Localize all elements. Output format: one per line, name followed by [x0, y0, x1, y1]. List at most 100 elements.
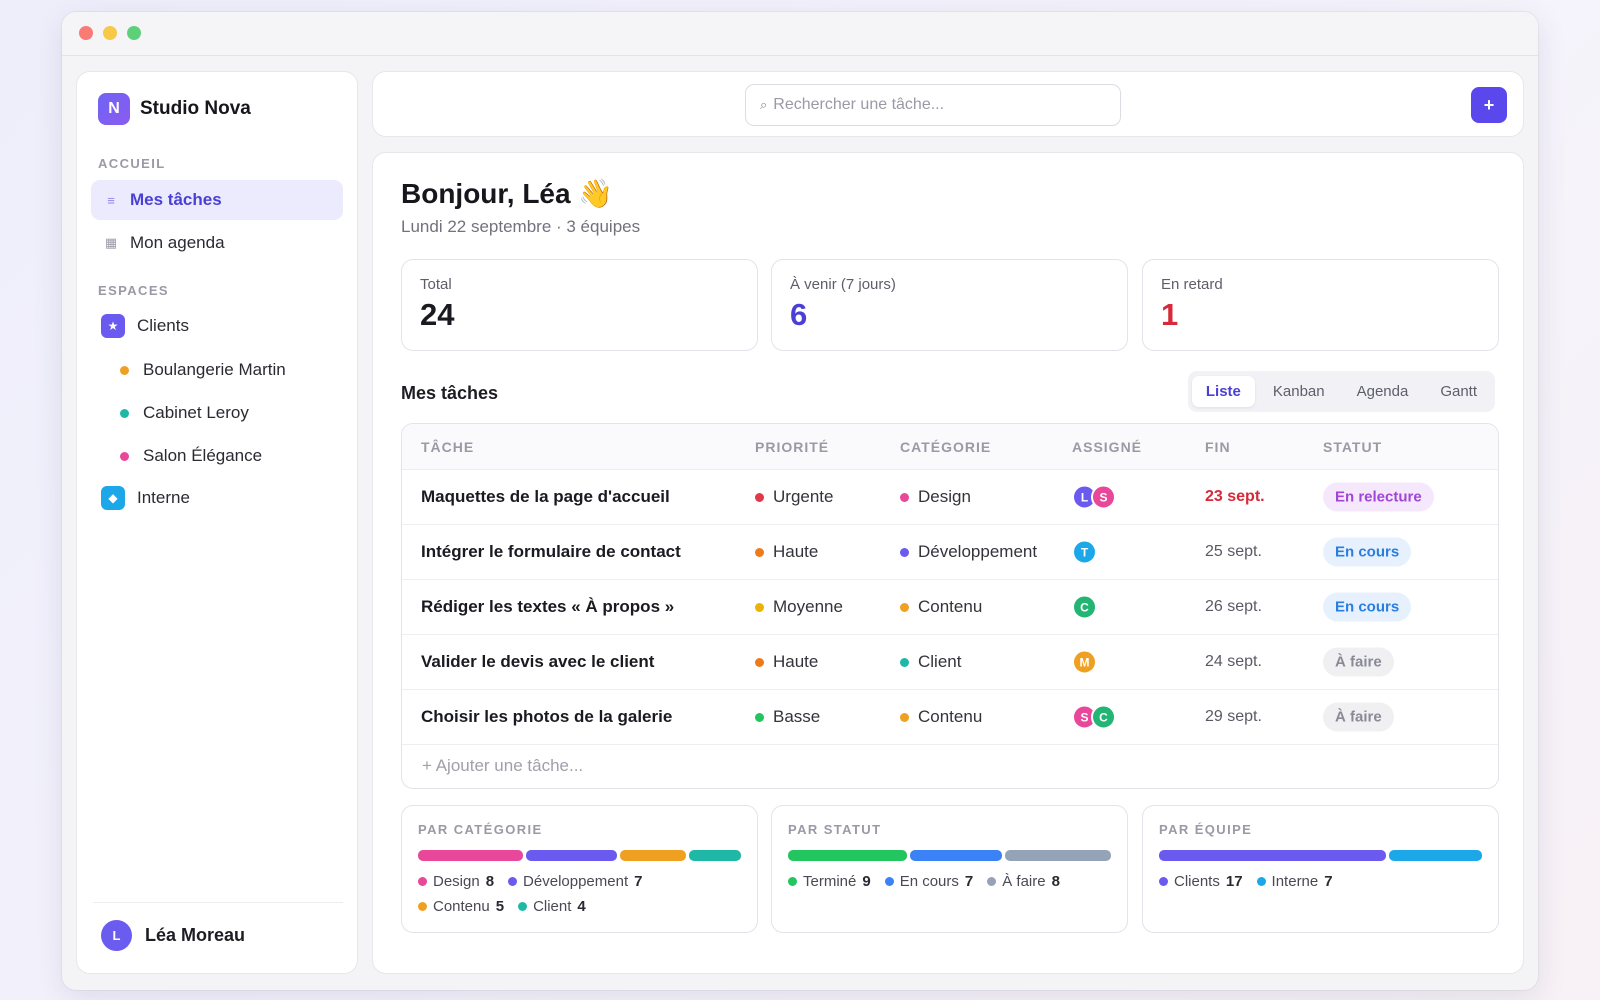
sidebar-item-label: Mes tâches [130, 190, 222, 209]
legend: Terminé 9 En cours 7 À faire 8 [788, 873, 1111, 890]
legend-dot [418, 877, 427, 886]
user-name: Léa Moreau [145, 925, 246, 945]
stat-card-total: Total 24 [401, 259, 758, 351]
sidebar-item-my-tasks[interactable]: ≡ Mes tâches [91, 180, 343, 220]
category-label: Contenu [918, 597, 983, 616]
status-cell: À faire [1323, 702, 1394, 732]
assignee-cell: C [1072, 594, 1097, 620]
priority-cell: Basse [755, 707, 820, 727]
avatar[interactable]: C [1072, 594, 1097, 620]
category-label: Développement [918, 542, 1038, 561]
due-date: 25 sept. [1205, 543, 1262, 560]
priority-label: Haute [773, 542, 819, 561]
sidebar-item-my-agenda[interactable]: ▦ Mon agenda [91, 223, 343, 263]
sidebar-item-clients[interactable]: ★ Clients [91, 306, 343, 346]
summary-title: PAR CATÉGORIE [418, 822, 543, 837]
status-cell: En cours [1323, 537, 1412, 567]
search-placeholder: Rechercher une tâche... [773, 96, 945, 113]
avatar[interactable]: S [1091, 484, 1116, 510]
status-badge[interactable]: À faire [1323, 647, 1394, 677]
close-window-button[interactable] [79, 26, 93, 40]
add-task-inline[interactable]: + Ajouter une tâche... [422, 756, 584, 775]
stat-value: 1 [1161, 297, 1179, 332]
legend-count: 8 [1051, 873, 1060, 890]
brand[interactable]: N Studio Nova [98, 93, 251, 125]
status-badge[interactable]: À faire [1323, 702, 1394, 732]
summary-title: PAR ÉQUIPE [1159, 822, 1253, 837]
status-badge[interactable]: En cours [1323, 537, 1412, 567]
column-header-category[interactable]: CATÉGORIE [900, 439, 992, 455]
sidebar: N Studio Nova ACCUEIL ≡ Mes tâches ▦ Mon… [76, 71, 358, 974]
task-title: Maquettes de la page d'accueil [421, 487, 670, 506]
priority-dot [755, 547, 764, 557]
task-title: Choisir les photos de la galerie [421, 707, 673, 726]
priority-dot [755, 712, 764, 722]
search-input[interactable]: ⌕ Rechercher une tâche... [745, 84, 1121, 126]
legend-label: Design [433, 873, 480, 890]
tab-gantt[interactable]: Gantt [1440, 383, 1477, 400]
due-date: 23 sept. [1205, 488, 1265, 505]
table-row[interactable]: Rédiger les textes « À propos » Moyenne Co… [402, 580, 1498, 635]
sidebar-item-cabinet-leroy[interactable]: Cabinet Leroy [91, 393, 343, 433]
tab-kanban[interactable]: Kanban [1272, 383, 1325, 400]
section-label-home: ACCUEIL [98, 156, 166, 171]
column-header-assignee[interactable]: ASSIGNÉ [1072, 439, 1143, 455]
table-row[interactable]: Intégrer le formulaire de contact Haute Dé… [402, 525, 1498, 580]
legend-item: Terminé 9 [788, 873, 871, 890]
category-cell: Développement [900, 542, 1037, 562]
legend-count: 7 [1324, 873, 1333, 890]
table-body: Maquettes de la page d'accueil Urgente Des… [402, 470, 1498, 745]
legend-count: 7 [634, 873, 643, 890]
stacked-bar [1159, 850, 1482, 861]
column-header-status[interactable]: STATUT [1323, 439, 1383, 455]
category-label: Contenu [918, 707, 983, 726]
legend-dot [1159, 877, 1168, 886]
tab-agenda[interactable]: Agenda [1356, 383, 1409, 400]
status-badge[interactable]: En relecture [1323, 482, 1434, 512]
sidebar-item-label: Clients [137, 316, 189, 335]
avatar[interactable]: M [1072, 649, 1097, 675]
legend-dot [1256, 877, 1266, 886]
legend-count: 4 [577, 898, 586, 915]
add-task-button[interactable]: + [1471, 87, 1507, 123]
priority-dot [755, 492, 764, 502]
sidebar-item-boulangerie-martin[interactable]: Boulangerie Martin [91, 350, 343, 390]
priority-label: Basse [773, 707, 821, 726]
legend-label: Développement [523, 873, 629, 890]
user-profile[interactable]: L Léa Moreau [93, 902, 343, 951]
legend-item: Interne 7 [1256, 873, 1333, 890]
diamond-icon: ◆ [101, 486, 125, 510]
sidebar-item-interne[interactable]: ◆ Interne [91, 478, 343, 518]
table-row[interactable]: Valider le devis avec le client Haute Clie… [402, 635, 1498, 690]
table-row[interactable]: Choisir les photos de la galerie Basse Con… [402, 690, 1498, 745]
space-color-dot [120, 365, 129, 375]
avatar[interactable]: S [1072, 704, 1097, 730]
due-date: 29 sept. [1205, 708, 1262, 725]
stat-card-late: En retard 1 [1142, 259, 1499, 351]
legend-label: Clients [1174, 873, 1220, 890]
status-badge[interactable]: En cours [1323, 592, 1412, 622]
assignee-cell: T [1072, 539, 1097, 565]
avatar[interactable]: T [1072, 539, 1097, 565]
summary-title: PAR STATUT [788, 822, 882, 837]
sidebar-item-salon-elegance[interactable]: Salon Élégance [91, 436, 343, 476]
column-header-priority[interactable]: PRIORITÉ [755, 439, 830, 455]
maximize-window-button[interactable] [127, 26, 141, 40]
tasks-heading: Mes tâches [401, 383, 499, 403]
legend-count: 17 [1225, 873, 1243, 890]
category-dot [900, 602, 909, 612]
table-row[interactable]: Maquettes de la page d'accueil Urgente Des… [402, 470, 1498, 525]
column-header-due[interactable]: FIN [1205, 439, 1231, 455]
priority-label: Urgente [773, 487, 834, 506]
legend-label: Contenu [433, 898, 490, 915]
stacked-bar [788, 850, 1111, 861]
column-header-task[interactable]: TÂCHE [421, 439, 475, 455]
app-name: Studio Nova [140, 98, 251, 119]
legend-label: En cours [899, 873, 959, 890]
legend-dot [788, 877, 797, 886]
avatar[interactable]: C [1091, 704, 1116, 730]
minimize-window-button[interactable] [103, 26, 117, 40]
task-title: Intégrer le formulaire de contact [421, 542, 681, 561]
priority-cell: Urgente [755, 487, 833, 507]
tab-liste[interactable]: Liste [1191, 376, 1255, 407]
